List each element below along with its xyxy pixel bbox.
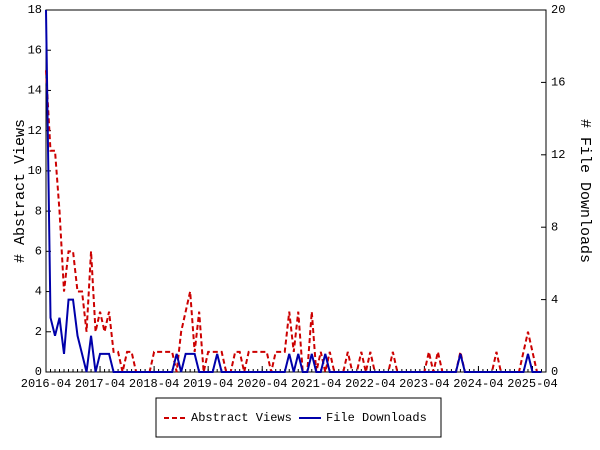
y-axis-label: # Abstract Views — [12, 119, 29, 263]
y-tick-label: 18 — [28, 3, 42, 17]
x-tick-label: 2017-04 — [75, 377, 125, 391]
y2-tick-label: 12 — [551, 148, 565, 162]
line-series — [45, 70, 542, 373]
x-tick-label: 2021-04 — [291, 377, 341, 391]
x-tick-label: 2024-04 — [453, 377, 503, 391]
legend — [155, 397, 442, 438]
legend-label: Abstract Views — [191, 411, 292, 425]
x-tick-label: 2018-04 — [129, 377, 179, 391]
y2-tick-label: 20 — [551, 3, 565, 17]
plot-frame — [45, 9, 547, 373]
y-tick-label: 6 — [35, 245, 42, 259]
legend-label: File Downloads — [326, 411, 427, 425]
x-tick-label: 2016-04 — [21, 377, 71, 391]
y-tick-label: 10 — [28, 164, 42, 178]
x-tick-label: 2020-04 — [237, 377, 287, 391]
y2-tick-label: 16 — [551, 76, 565, 90]
y2-tick-label: 0 — [551, 365, 558, 379]
y-tick-label: 2 — [35, 325, 42, 339]
line-series — [45, 9, 542, 373]
x-tick-label: 2019-04 — [183, 377, 233, 391]
y-tick-label: 0 — [35, 365, 42, 379]
y-tick-label: 4 — [35, 285, 42, 299]
y-tick-label: 12 — [28, 124, 42, 138]
y2-axis-label: # File Downloads — [576, 119, 593, 263]
x-tick-label: 2025-04 — [507, 377, 557, 391]
y-tick-label: 8 — [35, 204, 42, 218]
x-tick-label: 2022-04 — [345, 377, 395, 391]
y2-tick-label: 4 — [551, 293, 558, 307]
x-tick-label: 2023-04 — [399, 377, 449, 391]
y-tick-label: 14 — [28, 84, 42, 98]
y-tick-label: 16 — [28, 43, 42, 57]
y2-tick-label: 8 — [551, 220, 558, 234]
